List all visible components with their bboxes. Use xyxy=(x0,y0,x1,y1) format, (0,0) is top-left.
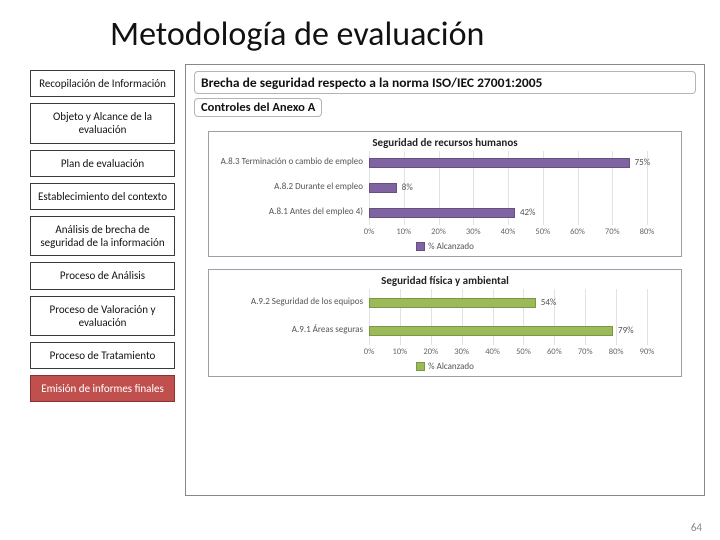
bar xyxy=(369,326,613,336)
slide-title: Metodología de evaluación xyxy=(110,14,484,55)
sidebar-item: Recopilación de Información xyxy=(30,70,175,97)
sidebar-item: Proceso de Tratamiento xyxy=(30,342,175,369)
main-panel: Brecha de seguridad respecto a la norma … xyxy=(185,64,705,496)
legend: % Alcanzado xyxy=(209,359,681,376)
bar-label: A.8.3 Terminación o cambio de empleo xyxy=(219,157,367,166)
x-tick: 20% xyxy=(431,227,446,237)
plot-area: A.8.3 Terminación o cambio de empleo 75% A… xyxy=(219,151,671,225)
sidebar-item: Establecimiento del contexto xyxy=(30,183,175,210)
bar-value: 8% xyxy=(402,182,413,193)
bar-value: 75% xyxy=(635,157,651,168)
x-tick: 70% xyxy=(605,227,620,237)
bar xyxy=(369,183,397,193)
x-tick: 10% xyxy=(396,227,411,237)
bar-value: 42% xyxy=(520,207,536,218)
x-tick: 0% xyxy=(364,347,374,357)
bar xyxy=(369,158,630,168)
x-tick: 40% xyxy=(501,227,516,237)
chart-title: Seguridad física y ambiental xyxy=(209,270,681,289)
x-tick: 60% xyxy=(547,347,562,357)
x-tick: 40% xyxy=(485,347,500,357)
bar-label: A.8.2 Durante el empleo xyxy=(219,182,367,191)
chart: Seguridad de recursos humanosA.8.3 Termi… xyxy=(208,131,682,257)
main-subtitle: Controles del Anexo A xyxy=(194,98,322,117)
x-tick: 70% xyxy=(578,347,593,357)
x-tick: 60% xyxy=(570,227,585,237)
sidebar-item: Análisis de brecha de seguridad de la in… xyxy=(30,216,175,256)
main-title: Brecha de seguridad respecto a la norma … xyxy=(194,71,696,94)
x-axis: 0% 10% 20% 30% 40% 50% 60% 70% 80% xyxy=(219,227,671,239)
legend: % Alcanzado xyxy=(209,239,681,256)
plot-area: A.9.2 Seguridad de los equipos 54% A.9.1 Á… xyxy=(219,289,671,345)
bar-label: A.9.1 Áreas seguras xyxy=(219,325,367,334)
sidebar-item: Proceso de Valoración y evaluación xyxy=(30,296,175,336)
x-tick: 50% xyxy=(535,227,550,237)
page-number: 64 xyxy=(691,521,702,534)
bar-value: 54% xyxy=(541,297,557,308)
x-tick: 80% xyxy=(609,347,624,357)
x-tick: 30% xyxy=(454,347,469,357)
bar xyxy=(369,208,515,218)
x-tick: 10% xyxy=(393,347,408,357)
x-tick: 80% xyxy=(640,227,655,237)
legend-label: % Alcanzado xyxy=(428,241,474,252)
bar-label: A.9.2 Seguridad de los equipos xyxy=(219,297,367,306)
legend-label: % Alcanzado xyxy=(428,361,474,372)
x-tick: 20% xyxy=(423,347,438,357)
sidebar-item: Emisión de informes finales xyxy=(30,375,175,402)
bar-label: A.8.1 Antes del empleo 4) xyxy=(219,207,367,216)
x-tick: 0% xyxy=(364,227,374,237)
x-tick: 30% xyxy=(466,227,481,237)
legend-swatch xyxy=(416,362,425,371)
sidebar: Recopilación de Información Objeto y Alca… xyxy=(30,70,175,408)
chart: Seguridad física y ambientalA.9.2 Seguri… xyxy=(208,269,682,377)
sidebar-item: Plan de evaluación xyxy=(30,150,175,177)
x-tick: 90% xyxy=(640,347,655,357)
bar-value: 79% xyxy=(618,325,634,336)
legend-swatch xyxy=(416,242,425,251)
sidebar-item: Proceso de Análisis xyxy=(30,262,175,289)
x-axis: 0% 10% 20% 30% 40% 50% 60% 70% 80% 90% xyxy=(219,347,671,359)
chart-title: Seguridad de recursos humanos xyxy=(209,132,681,151)
sidebar-item: Objeto y Alcance de la evaluación xyxy=(30,103,175,143)
bar xyxy=(369,298,536,308)
x-tick: 50% xyxy=(516,347,531,357)
